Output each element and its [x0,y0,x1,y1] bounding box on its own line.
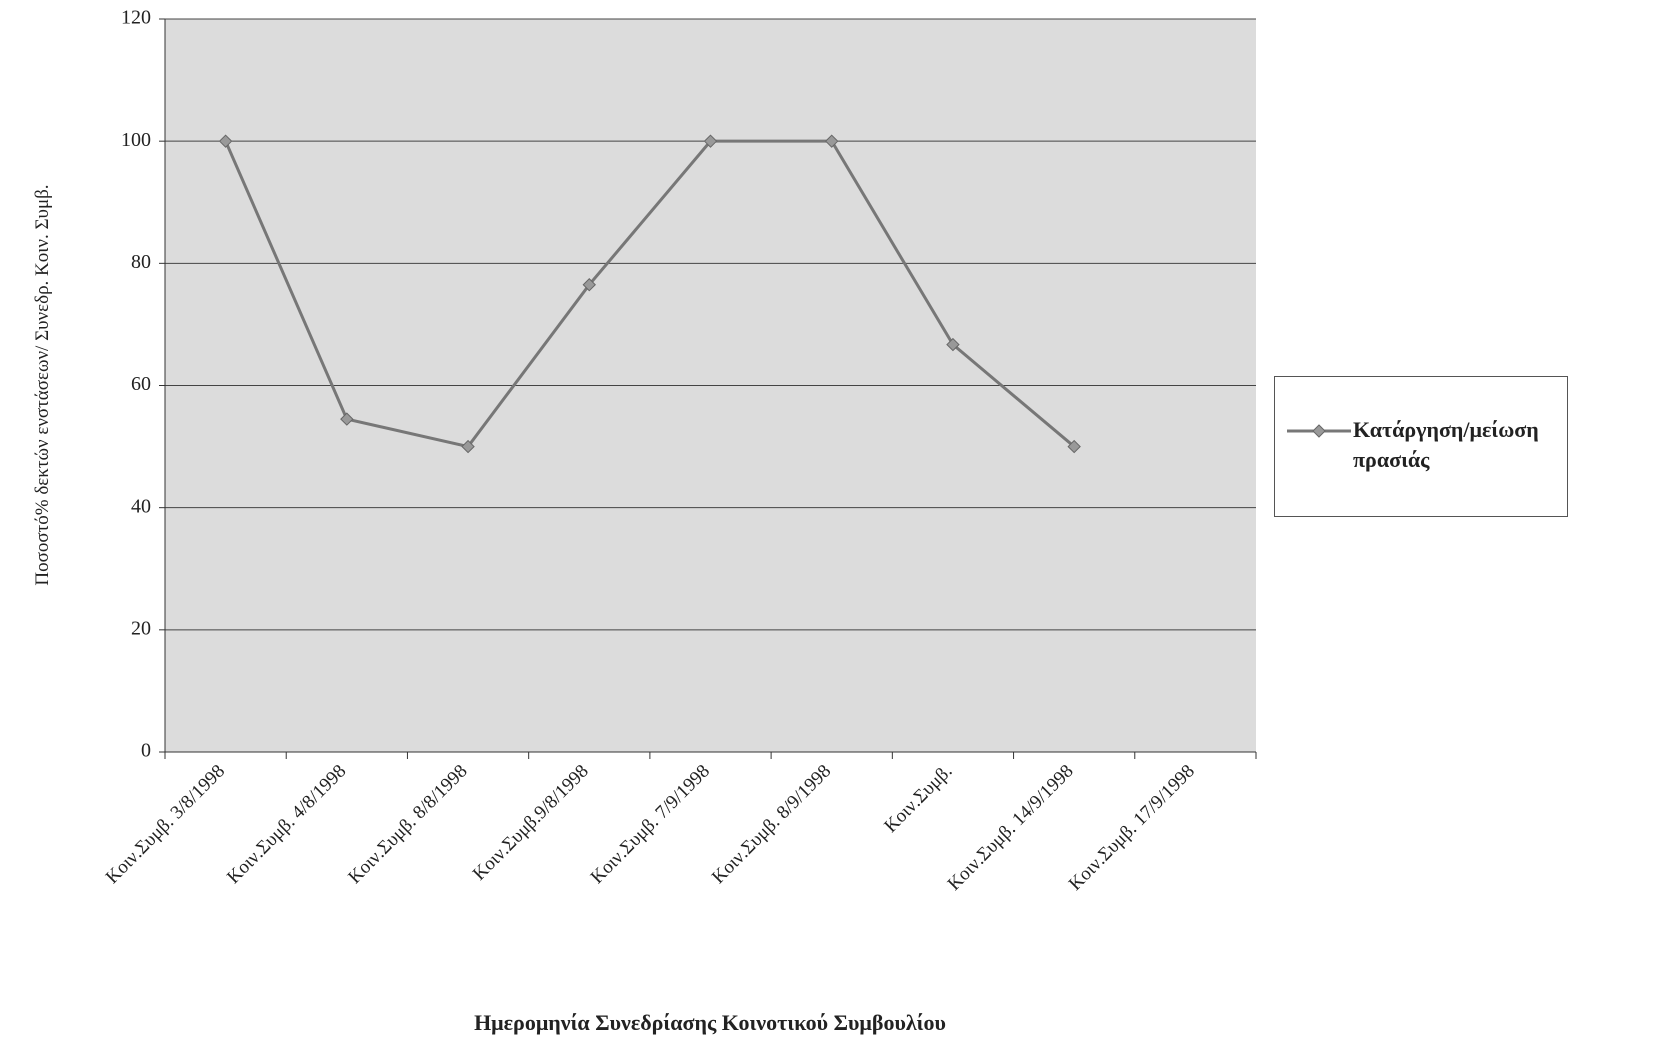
y-axis-title: Ποσοστό% δεκτών ενστάσεων/ Συνεδρ. Κοιν.… [32,184,53,585]
y-tick-label: 120 [121,7,151,29]
data-point [703,134,718,148]
data-point [340,412,354,426]
data-point [1067,439,1081,454]
y-tick-label: 20 [131,617,151,639]
legend-swatch [1287,424,1351,438]
legend-label: Κατάργηση/μείωση πρασιάς [1353,417,1539,472]
data-point [825,134,839,148]
x-tick-label: Κοιν.Συμβ. 14/9/1998 [944,761,1078,895]
x-axis-title: Ημερομηνία Συνεδρίασης Κοινοτικού Συμβου… [474,1010,946,1035]
x-tick-label: Κοιν.Συμβ. [880,761,956,837]
x-tick-label: Κοιν.Συμβ. 8/9/1998 [708,761,835,888]
x-tick-label: Κοιν.Συμβ. 7/9/1998 [587,761,714,888]
y-tick-label: 40 [131,495,151,517]
series-line [224,139,1076,449]
y-tick-label: 100 [121,129,151,151]
y-tick-label: 0 [141,740,151,762]
x-tick-label: Κοιν.Συμβ.9/8/1998 [469,761,593,885]
y-tick-label: 80 [131,251,151,273]
data-point [218,134,233,148]
data-point [946,337,960,352]
data-point [582,278,596,292]
data-point [461,439,475,454]
x-tick-label: Κοιν.Συμβ. 3/8/1998 [102,761,229,888]
legend: Κατάργηση/μείωση πρασιάς [1274,376,1568,517]
x-tick-label: Κοιν.Συμβ. 4/8/1998 [223,761,350,888]
x-tick-label: Κοιν.Συμβ. 17/9/1998 [1065,761,1199,895]
x-tick-label: Κοιν.Συμβ. 8/8/1998 [344,761,471,888]
legend-marker [1312,424,1326,438]
y-tick-label: 60 [131,373,151,395]
